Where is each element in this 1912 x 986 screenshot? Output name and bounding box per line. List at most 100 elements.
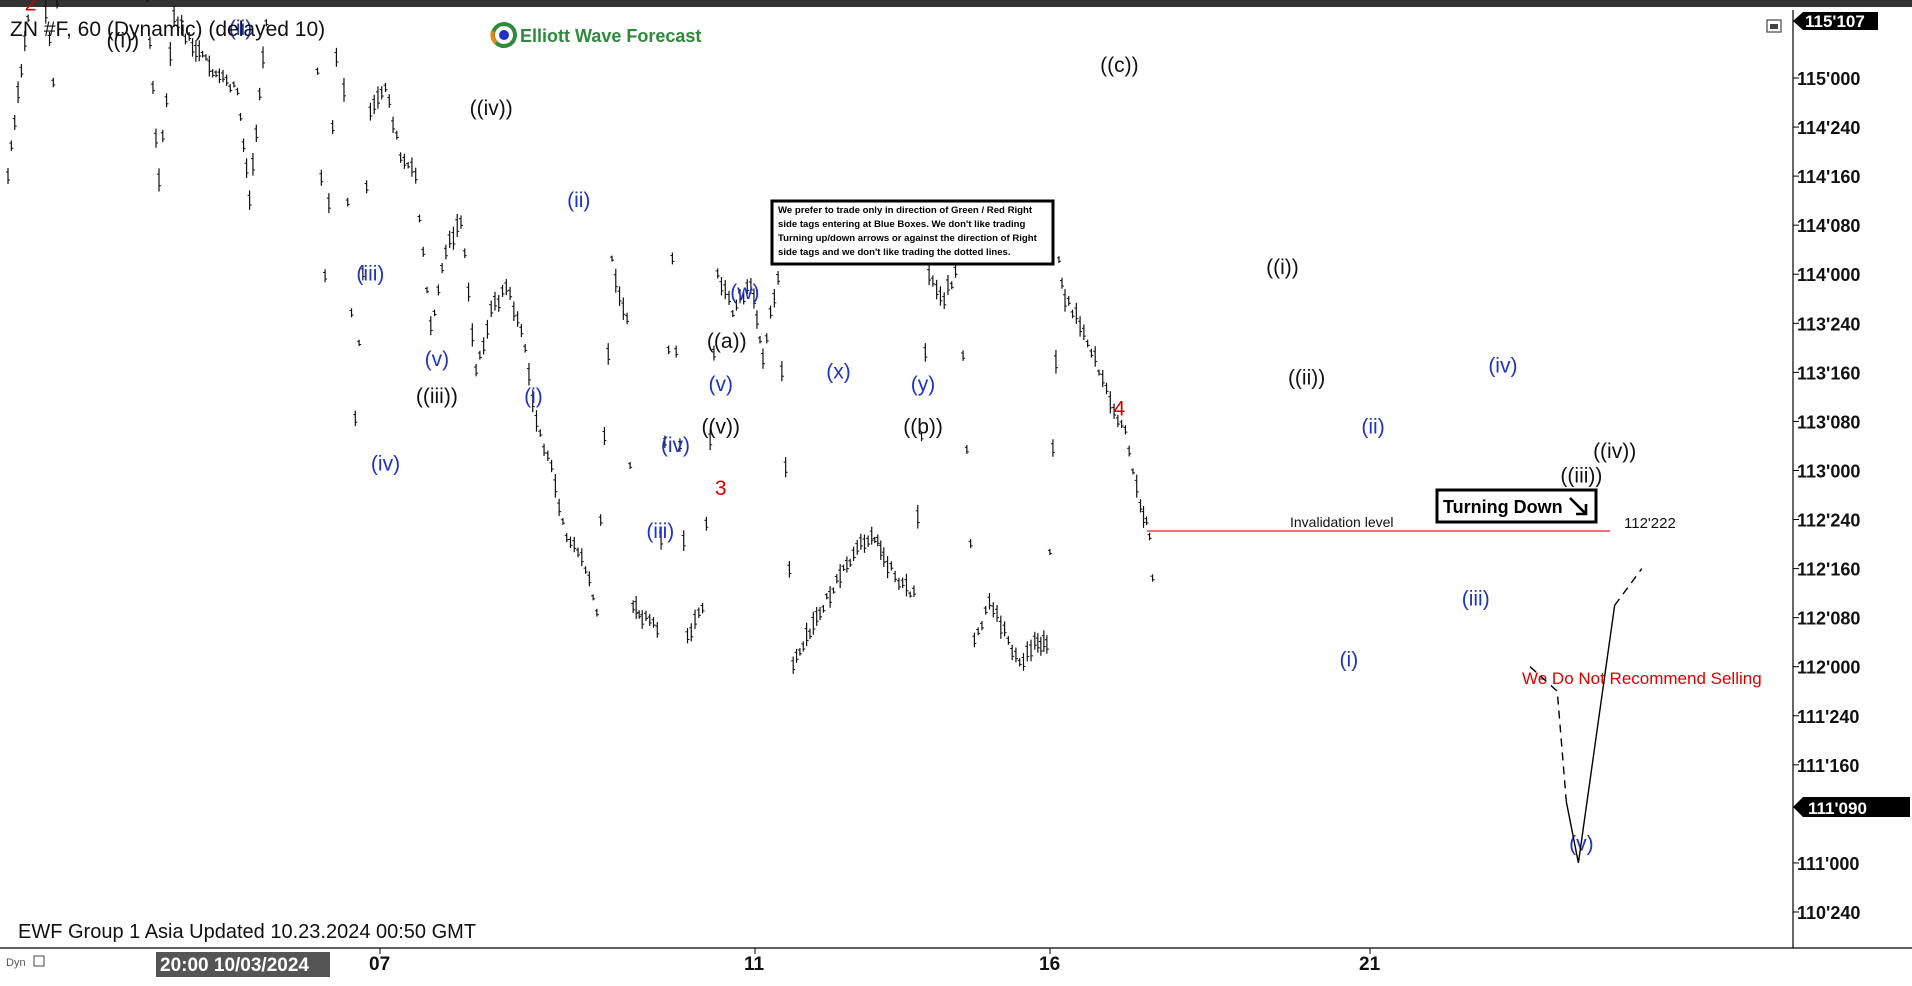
price-bar: [534, 410, 539, 432]
price-bar: [9, 140, 14, 151]
price-bar: [942, 292, 947, 309]
x-tick-label: 07: [369, 954, 390, 975]
price-bar: [545, 450, 550, 461]
wave-label: (ii): [1361, 416, 1384, 439]
price-bar: [12, 114, 17, 130]
price-bar: [1085, 339, 1090, 348]
y-tick-label: 113'080: [1797, 412, 1860, 432]
price-bar: [200, 50, 205, 58]
price-bar: [402, 153, 407, 169]
price-bar: [319, 169, 324, 186]
update-note: EWF Group 1 Asia Updated 10.23.2024 00:5…: [18, 921, 476, 943]
price-bar: [866, 535, 871, 547]
price-bar: [462, 248, 467, 259]
price-bar: [727, 290, 732, 305]
price-bar: [708, 428, 713, 451]
price-bar: [157, 168, 161, 192]
price-bar: [745, 279, 750, 295]
price-bar: [160, 129, 165, 143]
x-tick-label: 21: [1359, 954, 1381, 975]
price-bar: [221, 69, 226, 83]
price-bar: [1108, 391, 1113, 414]
price-bar: [814, 606, 819, 626]
brand-logo: Elliott Wave Forecast: [490, 22, 701, 48]
price-bar: [625, 312, 630, 325]
price-bar: [945, 274, 950, 296]
price-bar: [666, 345, 671, 355]
price-bar: [741, 292, 746, 305]
price-bar: [372, 94, 377, 115]
price-bar: [881, 547, 886, 568]
chart-window-icon[interactable]: [1766, 19, 1782, 33]
wave-label: ((iv)): [470, 97, 513, 120]
price-bar: [1081, 324, 1086, 341]
price-bar: [1141, 506, 1146, 528]
invalidation-level: Invalidation level 112'222: [1147, 514, 1676, 532]
wave-label: (x): [826, 360, 851, 383]
price-bar: [224, 74, 229, 86]
price-bar: [379, 86, 384, 100]
price-bar: [841, 564, 846, 572]
wave-label: 3: [715, 477, 727, 500]
x-axis: 07 11 16 21: [369, 948, 1381, 975]
price-bar: [700, 602, 705, 614]
price-bar: [1025, 641, 1030, 662]
price-bar: [406, 161, 411, 169]
price-bar: [908, 591, 913, 598]
price-bar: [398, 152, 403, 163]
price-bar: [183, 33, 188, 45]
price-bar: [761, 348, 765, 369]
price-bar: [323, 269, 328, 283]
price-bar: [1150, 574, 1155, 582]
notice-line: Turning up/down arrows or against the di…: [778, 233, 1038, 244]
price-bar: [594, 608, 599, 617]
price-bar: [949, 281, 954, 290]
price-bar: [164, 93, 169, 108]
price-bar: [1130, 468, 1135, 475]
wave-label: (i): [524, 385, 543, 408]
price-bar: [794, 648, 799, 663]
wave-label: ((a)): [707, 330, 747, 353]
price-bar: [834, 574, 839, 584]
price-bar: [1050, 439, 1055, 457]
price-bar: [757, 335, 762, 344]
price-bar: [851, 546, 856, 562]
price-bar: [889, 561, 894, 571]
price-bar: [557, 498, 562, 516]
y-tick-label: 112'240: [1797, 511, 1860, 531]
price-bar: [801, 641, 806, 652]
price-bar: [235, 87, 240, 96]
notice-line: We prefer to trade only in direction of …: [778, 205, 1033, 216]
price-bar: [500, 284, 505, 297]
price-bar: [217, 68, 222, 84]
price-bar: [631, 600, 636, 614]
price-bar: [43, 0, 48, 24]
price-bar: [1134, 474, 1139, 498]
price-bar: [257, 87, 262, 101]
price-bar: [824, 593, 829, 600]
corner-button[interactable]: [33, 955, 45, 967]
price-bar: [1017, 658, 1022, 667]
turning-down-badge: Turning Down: [1435, 488, 1598, 524]
price-bar: [934, 279, 939, 300]
price-bar: [896, 577, 901, 590]
price-bar: [998, 615, 1003, 639]
price-bar: [904, 573, 909, 597]
price-bar: [685, 627, 690, 644]
price-bar: [526, 362, 531, 386]
wave-label: 4: [1114, 397, 1126, 420]
price-bar: [375, 86, 380, 109]
price-bar: [643, 610, 648, 622]
price-bar: [579, 548, 584, 567]
y-tick-label: 113'160: [1797, 363, 1860, 383]
y-tick-label: 114'080: [1797, 216, 1860, 236]
price-bar: [172, 5, 177, 28]
price-bar: [349, 308, 354, 318]
price-bar: [1006, 636, 1011, 645]
price-bar: [254, 124, 259, 143]
price-bar: [987, 593, 992, 610]
price-bar: [150, 80, 155, 94]
price-bar: [875, 534, 880, 547]
wave-label: ((i)): [106, 29, 139, 52]
price-bar: [900, 577, 905, 589]
